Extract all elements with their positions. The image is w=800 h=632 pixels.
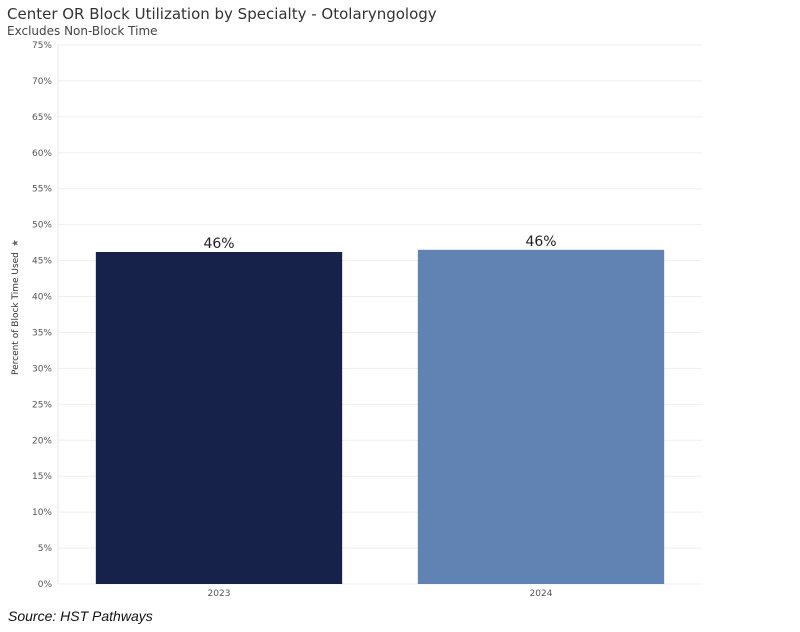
- data-labels: 46% 46%: [203, 234, 556, 252]
- y-tick-label: 45%: [32, 257, 52, 267]
- y-tick-label: 35%: [32, 328, 52, 338]
- y-tick-label: 60%: [32, 149, 52, 159]
- y-tick-label: 55%: [32, 185, 52, 195]
- y-tick-label: 65%: [32, 113, 52, 123]
- data-label-2023: 46%: [203, 236, 234, 252]
- y-tick-label: 5%: [38, 544, 53, 554]
- bar-2023[interactable]: [95, 251, 343, 584]
- chart-title: Center OR Block Utilization by Specialty…: [7, 5, 437, 23]
- y-axis-title: Percent of Block Time Used: [11, 252, 21, 375]
- bars: [95, 249, 665, 584]
- bar-2024[interactable]: [417, 249, 665, 584]
- y-axis-title-wrap: Percent of Block Time Used ★: [11, 239, 21, 375]
- x-tick-label-2023: 2023: [208, 589, 231, 599]
- y-tick-label: 40%: [32, 293, 52, 303]
- y-axis-ticks: 0% 5% 10% 15% 20% 25% 30% 35% 40% 45% 50% 55% 60% 65%…: [32, 41, 52, 590]
- y-tick-label: 25%: [32, 400, 52, 410]
- y-tick-label: 15%: [32, 472, 52, 482]
- y-tick-label: 70%: [32, 77, 52, 87]
- y-tick-label: 50%: [32, 221, 52, 231]
- sort-icon[interactable]: ★: [11, 239, 21, 248]
- x-tick-label-2024: 2024: [530, 589, 553, 599]
- y-tick-label: 20%: [32, 436, 52, 446]
- y-tick-label: 30%: [32, 364, 52, 374]
- source-note: Source: HST Pathways: [8, 608, 153, 624]
- y-tick-label: 10%: [32, 508, 52, 518]
- y-tick-label: 75%: [32, 41, 52, 51]
- data-label-2024: 46%: [525, 234, 556, 250]
- chart-subtitle: Excludes Non-Block Time: [7, 24, 158, 38]
- y-tick-label: 0%: [38, 580, 53, 590]
- x-axis-ticks: 2023 2024: [208, 589, 553, 599]
